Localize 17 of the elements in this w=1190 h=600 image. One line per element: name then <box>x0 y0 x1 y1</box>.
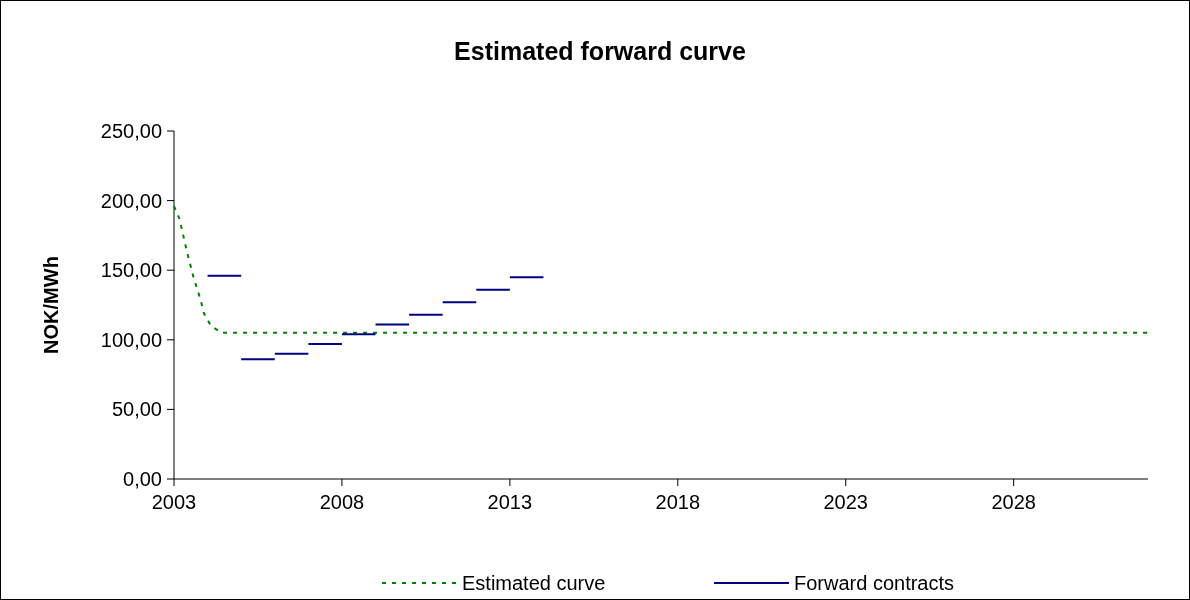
x-tick-label: 2003 <box>151 491 197 513</box>
x-tick-label: 2018 <box>655 491 701 513</box>
x-tick-label: 2008 <box>319 491 365 513</box>
x-tick-label: 2023 <box>823 491 868 513</box>
legend-label: Estimated curve <box>462 572 606 594</box>
y-tick-label: 150,00 <box>100 259 162 282</box>
y-tick-label: 50,00 <box>111 398 162 421</box>
x-tick-label: 2028 <box>991 491 1036 513</box>
y-tick-label: 100,00 <box>100 328 162 351</box>
y-tick-label: 200,00 <box>100 189 162 212</box>
line-series <box>173 205 1149 334</box>
legend-label: Forward contracts <box>794 572 955 594</box>
y-tick-label: 250,00 <box>100 120 162 142</box>
chart-title: Estimated forward curve <box>454 37 746 65</box>
x-tick-label: 2013 <box>487 491 533 513</box>
y-axis-title: NOK/MWh <box>40 256 62 354</box>
y-tick-label: 0,00 <box>123 468 162 490</box>
